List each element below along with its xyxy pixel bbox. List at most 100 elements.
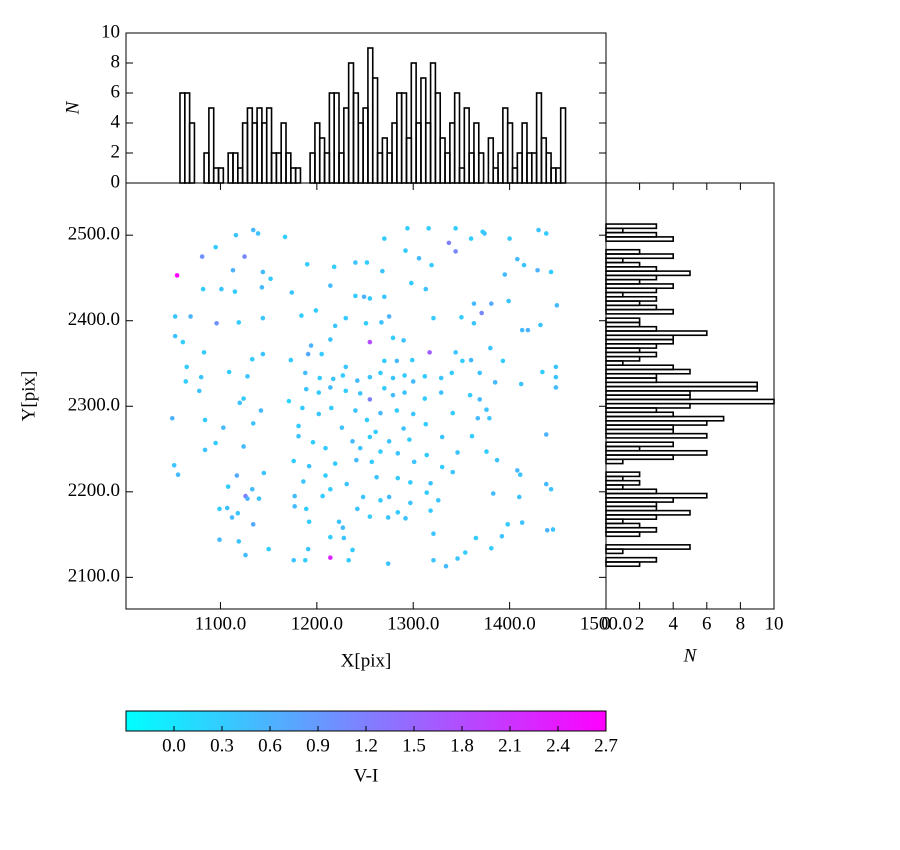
point <box>462 550 468 555</box>
point <box>249 356 255 362</box>
point <box>363 320 369 326</box>
point <box>443 563 449 569</box>
point <box>346 557 351 563</box>
point <box>306 463 312 469</box>
point <box>428 508 433 513</box>
y-tick-label: 2400.0 <box>68 309 120 330</box>
point <box>174 273 180 278</box>
point <box>172 314 178 319</box>
point <box>408 500 413 506</box>
point <box>364 417 370 423</box>
point <box>378 449 383 454</box>
y-tick-label: 10 <box>101 21 120 42</box>
point <box>473 535 479 541</box>
point <box>471 320 477 326</box>
point <box>260 351 266 357</box>
point <box>395 510 401 515</box>
point <box>479 310 484 316</box>
point <box>431 315 436 321</box>
histogram-bar <box>217 167 225 184</box>
point <box>361 294 367 300</box>
point <box>235 510 241 516</box>
point <box>409 357 415 363</box>
point <box>332 323 338 329</box>
point <box>553 385 559 390</box>
point <box>260 315 266 321</box>
point <box>382 294 387 300</box>
point <box>221 425 226 430</box>
point <box>426 226 431 231</box>
point <box>308 343 314 348</box>
point <box>172 333 178 339</box>
y-tick-label: 4 <box>111 111 121 132</box>
point <box>214 320 219 326</box>
point <box>175 472 181 477</box>
point <box>341 535 347 541</box>
point <box>431 557 436 563</box>
point <box>378 410 383 416</box>
point <box>233 232 239 238</box>
point <box>343 364 349 370</box>
point <box>506 298 511 304</box>
point <box>236 539 242 544</box>
point <box>261 470 267 476</box>
colorbar-tick-label: 0.3 <box>210 735 234 756</box>
point <box>353 293 358 299</box>
histogram-bar <box>605 248 641 255</box>
x-tick-label: 1400.0 <box>483 613 535 634</box>
point <box>242 254 247 259</box>
point <box>487 415 492 421</box>
point <box>422 396 428 401</box>
point <box>296 433 301 439</box>
point <box>386 314 392 319</box>
point <box>401 426 406 431</box>
point <box>553 374 559 380</box>
point <box>450 469 456 475</box>
point <box>353 260 358 265</box>
point <box>243 552 248 558</box>
point <box>407 437 412 442</box>
point <box>301 479 306 484</box>
point <box>482 231 487 236</box>
point <box>489 301 494 306</box>
histogram-bar <box>559 107 567 184</box>
y-tick-label: 2200.0 <box>68 480 120 501</box>
colorbar-tick-label: 0.9 <box>306 735 330 756</box>
point <box>390 392 396 398</box>
point <box>320 493 325 499</box>
y-tick-label: 0 <box>111 171 121 192</box>
point <box>385 561 391 566</box>
point <box>471 301 477 306</box>
point <box>468 236 474 241</box>
point <box>303 506 309 512</box>
point <box>258 408 264 413</box>
point <box>330 376 336 382</box>
point <box>255 231 261 236</box>
point <box>180 339 186 345</box>
point <box>459 315 464 320</box>
point <box>475 415 481 421</box>
point <box>317 375 323 381</box>
point <box>202 447 208 453</box>
point <box>237 400 243 406</box>
point <box>234 473 240 478</box>
point <box>226 369 232 375</box>
x-tick-label: 8 <box>736 613 746 634</box>
point <box>484 449 489 454</box>
point <box>316 411 322 417</box>
colorbar-tick-label: 2.1 <box>498 735 522 756</box>
point <box>229 515 235 520</box>
point <box>521 262 527 268</box>
point <box>540 369 545 375</box>
point <box>468 357 474 363</box>
point <box>395 451 401 456</box>
point <box>403 248 408 253</box>
point <box>323 473 328 478</box>
point <box>224 505 230 511</box>
point <box>289 290 295 295</box>
point <box>357 391 363 396</box>
point <box>439 434 445 440</box>
point <box>169 415 175 421</box>
point <box>453 249 458 254</box>
point <box>382 386 387 391</box>
